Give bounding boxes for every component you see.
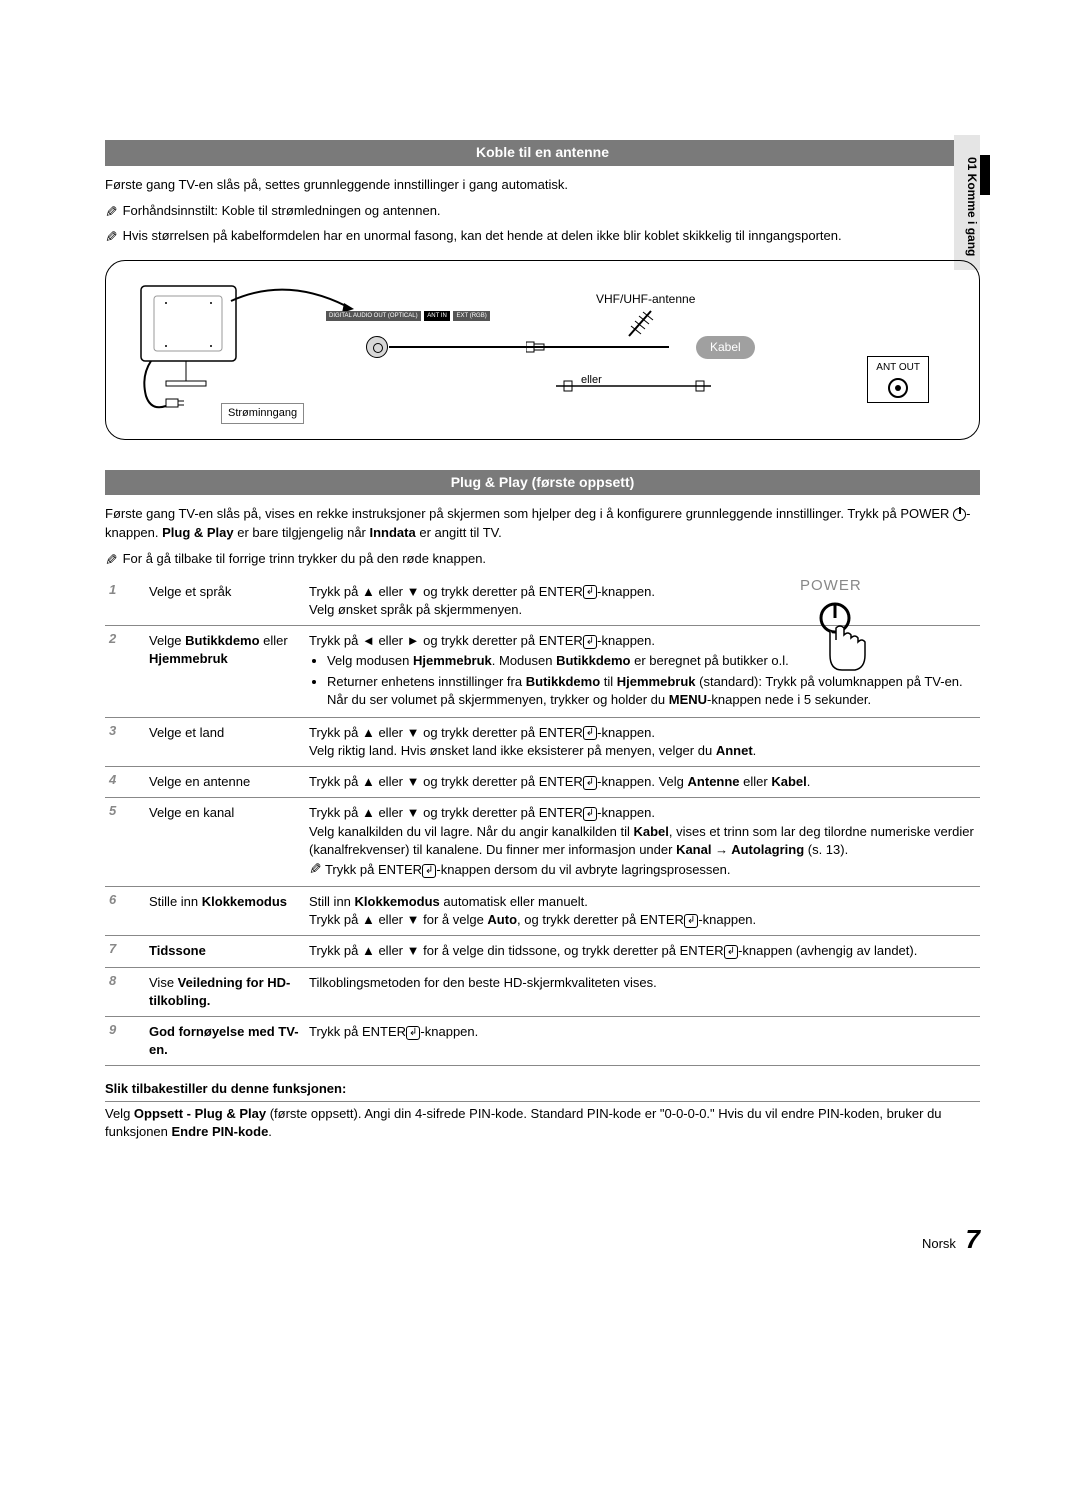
enter-icon (684, 914, 698, 928)
connection-diagram: DIGITAL AUDIO OUT (OPTICAL) ANT IN EXT (… (105, 260, 980, 440)
tv-ports-label: DIGITAL AUDIO OUT (OPTICAL) ANT IN EXT (… (326, 311, 492, 321)
step-number: 3 (105, 717, 145, 766)
step-label: Tidssone (145, 936, 305, 967)
plugplay-intro: Første gang TV-en slås på, vises en rekk… (105, 505, 980, 541)
step-content: Trykk på ▲ eller ▼ og trykk deretter på … (305, 798, 980, 887)
cable-plug-icon (526, 337, 566, 357)
enter-icon (583, 807, 597, 821)
note-icon (105, 202, 118, 223)
note-icon (105, 550, 118, 571)
page-footer: Norsk 7 (105, 1221, 980, 1257)
step-label: Velge Butikkdemo eller Hjemmebruk (145, 626, 305, 718)
connector-arrow (226, 281, 356, 336)
footer-lang: Norsk (922, 1236, 956, 1251)
step-content: Trykk på ▲ eller ▼ og trykk deretter på … (305, 717, 980, 766)
note-cable: Hvis størrelsen på kabelformdelen har en… (105, 227, 980, 248)
reset-body: Velg Oppsett - Plug & Play (første oppse… (105, 1105, 980, 1141)
hand-press-icon (800, 600, 870, 680)
enter-icon (724, 945, 738, 959)
note-text: Forhåndsinnstilt: Koble til strømledning… (123, 202, 441, 220)
enter-icon (583, 726, 597, 740)
page-number: 7 (966, 1224, 980, 1254)
reset-heading: Slik tilbakestiller du denne funksjonen: (105, 1080, 980, 1101)
ant-in-port (366, 336, 388, 358)
step-label: Velge en kanal (145, 798, 305, 887)
step-row: 9 God fornøyelse med TV-en. Trykk på ENT… (105, 1016, 980, 1065)
step-content: Trykk på ◄ eller ► og trykk deretter på … (305, 626, 980, 718)
antenna-icon (621, 306, 661, 341)
step-content: Tilkoblingsmetoden for den beste HD-skje… (305, 967, 980, 1016)
step-row: 8 Vise Veiledning for HD-tilkobling. Til… (105, 967, 980, 1016)
note-preset: Forhåndsinnstilt: Koble til strømledning… (105, 202, 980, 223)
step-row: 6 Stille inn Klokkemodus Still inn Klokk… (105, 887, 980, 936)
step-row: 5 Velge en kanal Trykk på ▲ eller ▼ og t… (105, 798, 980, 887)
step-number: 1 (105, 577, 145, 626)
power-label: POWER (800, 575, 870, 596)
power-icon (953, 508, 966, 521)
note-icon (105, 227, 118, 248)
step-label: Vise Veiledning for HD-tilkobling. (145, 967, 305, 1016)
step-content: Trykk på ▲ eller ▼ og trykk deretter på … (305, 577, 980, 626)
power-input-label: Strøminngang (221, 403, 304, 424)
note-text: Hvis størrelsen på kabelformdelen har en… (123, 227, 842, 245)
step-number: 2 (105, 626, 145, 718)
step-content: Still inn Klokkemodus automatisk eller m… (305, 887, 980, 936)
step-label: Velge en antenne (145, 767, 305, 798)
note-icon (309, 862, 322, 877)
step-row: 4 Velge en antenne Trykk på ▲ eller ▼ og… (105, 767, 980, 798)
enter-icon (583, 585, 597, 599)
enter-icon (406, 1026, 420, 1040)
step-label: God fornøyelse med TV-en. (145, 1016, 305, 1065)
section-header-antenna: Koble til en antenne (105, 140, 980, 166)
intro-antenna: Første gang TV-en slås på, settes grunnl… (105, 176, 980, 194)
ant-out-box: ANT OUT (867, 356, 929, 403)
enter-icon (583, 776, 597, 790)
step-number: 4 (105, 767, 145, 798)
step-content: Trykk på ENTER-knappen. (305, 1016, 980, 1065)
enter-icon (583, 635, 597, 649)
step-content: Trykk på ▲ eller ▼ for å velge din tidss… (305, 936, 980, 967)
step-label: Velge et språk (145, 577, 305, 626)
note-back: For å gå tilbake til forrige trinn trykk… (105, 550, 980, 571)
step-content: Trykk på ▲ eller ▼ og trykk deretter på … (305, 767, 980, 798)
step-row: 3 Velge et land Trykk på ▲ eller ▼ og tr… (105, 717, 980, 766)
cable-line-2 (556, 376, 736, 396)
step-number: 9 (105, 1016, 145, 1065)
section-header-plugplay: Plug & Play (første oppsett) (105, 470, 980, 496)
enter-icon (422, 864, 436, 878)
power-illustration: POWER (800, 575, 870, 685)
side-marker (980, 155, 990, 195)
kabel-label: Kabel (696, 336, 755, 359)
sidebar-tab: 01 Komme i gang (954, 135, 980, 270)
step-row: 7 Tidssone Trykk på ▲ eller ▼ for å velg… (105, 936, 980, 967)
step-number: 7 (105, 936, 145, 967)
step-number: 5 (105, 798, 145, 887)
step-number: 6 (105, 887, 145, 936)
ant-out-connector-icon (888, 378, 908, 398)
note-text: For å gå tilbake til forrige trinn trykk… (123, 550, 486, 568)
step-number: 8 (105, 967, 145, 1016)
step-label: Velge et land (145, 717, 305, 766)
step-label: Stille inn Klokkemodus (145, 887, 305, 936)
